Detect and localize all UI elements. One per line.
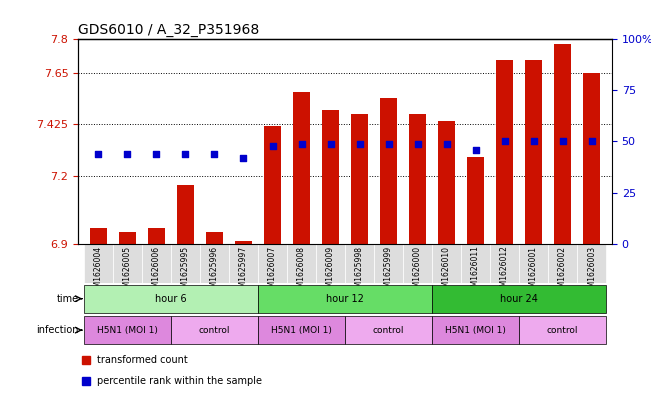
Text: hour 12: hour 12 [326, 294, 364, 304]
Point [412, 140, 422, 147]
FancyBboxPatch shape [374, 244, 403, 283]
FancyBboxPatch shape [258, 285, 432, 313]
FancyBboxPatch shape [316, 244, 345, 283]
Bar [583, 73, 600, 244]
Text: H5N1 (MOI 1): H5N1 (MOI 1) [97, 326, 158, 334]
Bar [496, 60, 513, 244]
Point [383, 140, 394, 147]
Bar [438, 121, 455, 244]
FancyBboxPatch shape [84, 316, 171, 344]
Text: percentile rank within the sample: percentile rank within the sample [97, 376, 262, 386]
Bar [264, 126, 281, 244]
FancyBboxPatch shape [287, 244, 316, 283]
FancyBboxPatch shape [548, 244, 577, 283]
Text: control: control [199, 326, 230, 334]
Bar [206, 232, 223, 244]
FancyBboxPatch shape [142, 244, 171, 283]
Point [238, 155, 249, 161]
Point [587, 138, 597, 145]
FancyBboxPatch shape [432, 316, 519, 344]
Point [151, 151, 161, 157]
Text: infection: infection [36, 325, 79, 335]
FancyBboxPatch shape [84, 285, 258, 313]
Text: control: control [547, 326, 578, 334]
Bar [409, 114, 426, 244]
Bar [293, 92, 311, 244]
Text: GSM1626005: GSM1626005 [123, 246, 132, 297]
Text: GSM1625996: GSM1625996 [210, 246, 219, 297]
FancyBboxPatch shape [345, 244, 374, 283]
Text: GSM1625998: GSM1625998 [355, 246, 364, 297]
Text: GSM1626008: GSM1626008 [297, 246, 306, 297]
FancyBboxPatch shape [461, 244, 490, 283]
Point [354, 140, 365, 147]
Text: GSM1626003: GSM1626003 [587, 246, 596, 297]
Point [326, 140, 336, 147]
Point [180, 151, 191, 157]
Text: transformed count: transformed count [97, 355, 187, 365]
Text: GSM1626002: GSM1626002 [558, 246, 567, 297]
Point [122, 151, 133, 157]
Point [529, 138, 539, 145]
Text: GSM1626001: GSM1626001 [529, 246, 538, 297]
Bar [380, 98, 397, 244]
FancyBboxPatch shape [171, 316, 258, 344]
FancyBboxPatch shape [229, 244, 258, 283]
Bar [467, 157, 484, 244]
Point [296, 140, 307, 147]
FancyBboxPatch shape [577, 244, 606, 283]
FancyBboxPatch shape [432, 285, 606, 313]
FancyBboxPatch shape [258, 316, 345, 344]
Text: GSM1626006: GSM1626006 [152, 246, 161, 297]
FancyBboxPatch shape [171, 244, 200, 283]
FancyBboxPatch shape [84, 244, 113, 283]
Text: GSM1626009: GSM1626009 [326, 246, 335, 297]
Text: GSM1626007: GSM1626007 [268, 246, 277, 297]
Text: GSM1626012: GSM1626012 [500, 246, 509, 296]
Bar [525, 60, 542, 244]
Text: GSM1626010: GSM1626010 [442, 246, 451, 297]
Text: GSM1626004: GSM1626004 [94, 246, 103, 297]
FancyBboxPatch shape [345, 316, 432, 344]
Point [499, 138, 510, 145]
Point [441, 140, 452, 147]
Text: GSM1625997: GSM1625997 [239, 246, 248, 297]
FancyBboxPatch shape [403, 244, 432, 283]
Text: GSM1625995: GSM1625995 [181, 246, 190, 297]
Bar [90, 228, 107, 244]
Point [93, 151, 104, 157]
Point [268, 142, 278, 149]
FancyBboxPatch shape [113, 244, 142, 283]
Text: time: time [57, 294, 79, 304]
Bar [351, 114, 368, 244]
Bar [177, 185, 194, 244]
Point [557, 138, 568, 145]
FancyBboxPatch shape [519, 244, 548, 283]
Bar [554, 44, 572, 244]
FancyBboxPatch shape [200, 244, 229, 283]
Point [209, 151, 219, 157]
FancyBboxPatch shape [490, 244, 519, 283]
Bar [235, 241, 252, 244]
Text: hour 6: hour 6 [155, 294, 187, 304]
Text: GSM1625999: GSM1625999 [384, 246, 393, 297]
Text: control: control [373, 326, 404, 334]
Bar [322, 110, 339, 244]
Text: H5N1 (MOI 1): H5N1 (MOI 1) [445, 326, 506, 334]
Text: GDS6010 / A_32_P351968: GDS6010 / A_32_P351968 [78, 23, 259, 37]
Point [471, 147, 481, 153]
FancyBboxPatch shape [519, 316, 606, 344]
Text: GSM1626000: GSM1626000 [413, 246, 422, 297]
FancyBboxPatch shape [432, 244, 461, 283]
FancyBboxPatch shape [258, 244, 287, 283]
Text: hour 24: hour 24 [500, 294, 538, 304]
Text: H5N1 (MOI 1): H5N1 (MOI 1) [271, 326, 332, 334]
Bar [118, 232, 136, 244]
Bar [148, 228, 165, 244]
Text: GSM1626011: GSM1626011 [471, 246, 480, 296]
